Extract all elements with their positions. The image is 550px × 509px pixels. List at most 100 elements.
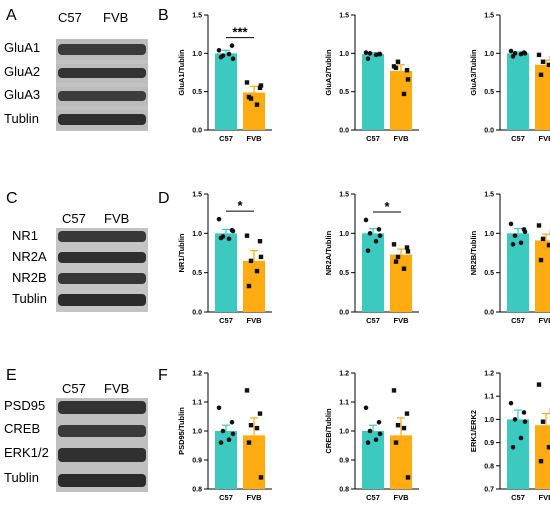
data-point: [395, 59, 401, 64]
blot-a-col-fvb: FVB: [103, 10, 128, 25]
data-point: [393, 440, 399, 445]
data-point: [365, 248, 371, 253]
data-point: [226, 236, 232, 242]
data-point: [257, 239, 263, 244]
x-category-label: FVB: [539, 493, 550, 502]
blot-e-label-3: ERK1/2: [4, 445, 49, 460]
data-point: [216, 405, 222, 411]
bar-c57: [215, 233, 237, 312]
data-point: [536, 52, 542, 58]
data-point: [536, 223, 542, 228]
data-point: [522, 51, 528, 56]
data-point: [377, 51, 383, 57]
data-point: [229, 43, 235, 48]
panel-letter-f: F: [158, 367, 168, 384]
data-point: [518, 435, 524, 441]
y-tick-label: 1.2: [339, 371, 349, 378]
data-point: [248, 258, 254, 264]
data-point: [365, 56, 371, 61]
bar-fvb: [390, 254, 412, 312]
y-tick-label: 0.9: [192, 458, 202, 465]
data-point: [218, 440, 224, 445]
y-tick-label: 1.5: [484, 192, 494, 199]
y-tick-label: 1.0: [484, 231, 494, 238]
data-point: [546, 445, 550, 450]
chart-d-1: 0.0 0.5 1.0 1.5 NR1/Tublin C57 FVB *: [177, 192, 272, 325]
blot-c-col-fvb: FVB: [104, 211, 129, 226]
y-tick-label: 1.5: [339, 13, 349, 20]
bar-fvb: [535, 64, 550, 130]
data-point: [246, 440, 252, 445]
x-category-label: C57: [366, 316, 380, 325]
blot-e-col-fvb: FVB: [104, 381, 129, 396]
y-tick-label: 0.5: [484, 270, 494, 277]
blot-a-col-c57: C57: [58, 10, 82, 25]
data-point: [401, 91, 407, 97]
bar-c57: [362, 233, 384, 312]
data-point: [510, 54, 516, 59]
data-point: [512, 233, 518, 238]
chart-d-3: 0.0 0.5 1.0 1.5 NR2B/Tublin C57 FVB: [469, 192, 550, 325]
y-tick-label: 1.0: [484, 51, 494, 58]
data-point: [244, 80, 250, 85]
data-point: [395, 423, 401, 428]
bar-charts: 0.0 0.5 1.0 1.5 GluA1/Tublin C57 FVB *** 0.0 0.5 1…: [177, 13, 550, 502]
data-point: [216, 47, 222, 53]
bar-fvb: [243, 435, 265, 489]
data-point: [254, 268, 260, 274]
data-point: [538, 72, 544, 77]
data-point: [367, 231, 373, 236]
y-tick-label: 1.5: [339, 192, 349, 199]
y-tick-label: 1.2: [192, 371, 202, 378]
data-point: [404, 245, 410, 250]
data-point: [254, 425, 260, 431]
chart-d-2: 0.0 0.5 1.0 1.5 NR2A/Tublin C57 FVB *: [324, 192, 419, 325]
x-category-label: C57: [366, 493, 380, 502]
data-point: [546, 242, 550, 248]
data-point: [373, 238, 379, 244]
data-point: [254, 102, 260, 107]
data-point: [220, 428, 226, 434]
bar-c57: [507, 419, 529, 489]
data-point: [367, 51, 373, 56]
data-point: [246, 94, 252, 100]
data-point: [230, 228, 236, 234]
significance-marker: ***: [232, 25, 248, 40]
data-point: [230, 431, 236, 437]
y-tick-label: 1.1: [192, 400, 202, 407]
data-point: [522, 229, 528, 235]
y-tick-label: 1.1: [484, 394, 494, 401]
blot-e-label-1: PSD95: [4, 398, 45, 413]
x-category-label: FVB: [394, 493, 410, 502]
x-category-label: FVB: [394, 134, 410, 143]
y-tick-label: 0.0: [192, 310, 202, 317]
y-tick-label: 0.0: [484, 310, 494, 317]
data-point: [401, 425, 407, 431]
y-axis-label: NR2B/Tublin: [469, 230, 478, 275]
y-tick-label: 1.0: [339, 429, 349, 436]
data-point: [244, 388, 250, 393]
data-point: [393, 65, 399, 71]
blot-a-label-2: GluA2: [4, 64, 40, 79]
data-point: [510, 444, 516, 450]
data-point: [508, 48, 514, 54]
data-point: [367, 428, 373, 434]
significance-marker: *: [384, 199, 390, 214]
y-tick-label: 0.5: [484, 89, 494, 96]
data-point: [218, 54, 224, 60]
y-tick-label: 0.8: [484, 463, 494, 470]
data-point: [508, 400, 514, 406]
y-tick-label: 1.0: [192, 231, 202, 238]
y-tick-label: 1.5: [484, 13, 494, 20]
x-category-label: FVB: [394, 316, 410, 325]
blot-c-label-1: NR1: [12, 228, 38, 243]
chart-f-2: 0.8 0.9 1.0 1.1 1.2 CREB/Tublin C57 FVB: [324, 371, 419, 502]
data-point: [376, 420, 382, 425]
x-category-label: FVB: [539, 316, 550, 325]
blot-a-label-1: GluA1: [4, 40, 40, 55]
chart-f-3: 0.7 0.8 0.9 1.0 1.1 1.2 ERK1/ERK2 C57 FVB: [469, 371, 550, 502]
chart-b-1: 0.0 0.5 1.0 1.5 GluA1/Tublin C57 FVB ***: [177, 13, 272, 143]
bar-fvb: [390, 435, 412, 489]
blot-c-label-4: Tublin: [12, 291, 47, 306]
data-point: [512, 417, 518, 422]
